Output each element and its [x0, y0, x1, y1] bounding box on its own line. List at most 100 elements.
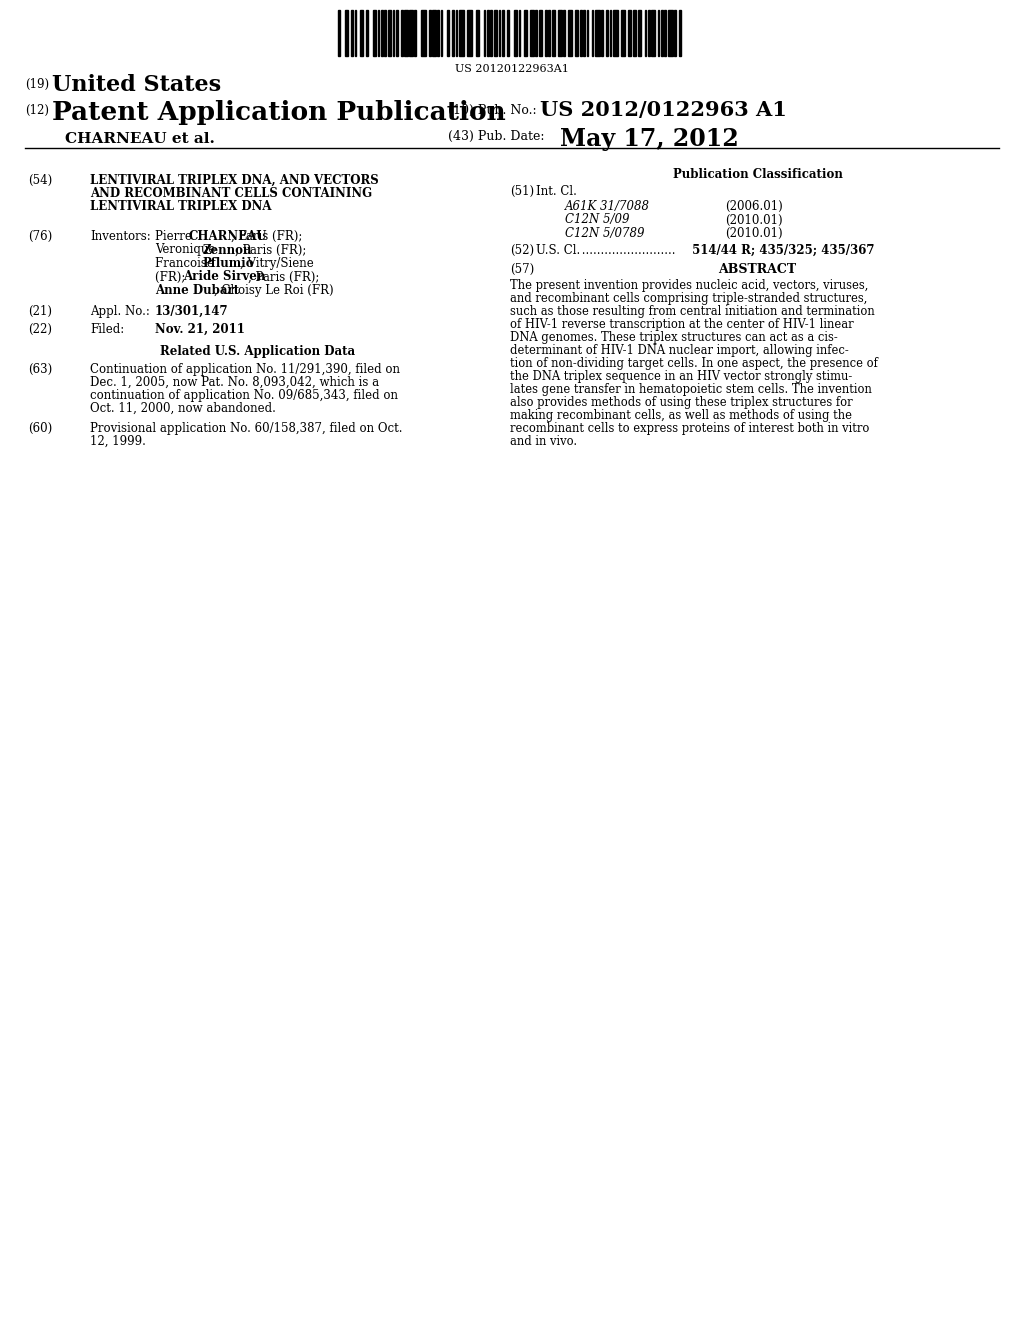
Bar [475, 11, 479, 55]
Text: Pierre: Pierre [155, 230, 196, 243]
Text: (22): (22) [28, 323, 52, 337]
Bar [539, 11, 542, 55]
Text: (52): (52) [510, 244, 535, 257]
Text: 514/44 R; 435/325; 435/367: 514/44 R; 435/325; 435/367 [688, 244, 874, 257]
Text: Anne Dubart: Anne Dubart [155, 284, 240, 297]
Bar [568, 11, 571, 55]
Bar [668, 11, 673, 55]
Text: lates gene transfer in hematopoietic stem cells. The invention: lates gene transfer in hematopoietic ste… [510, 383, 871, 396]
Text: (2010.01): (2010.01) [725, 214, 782, 227]
Bar [396, 11, 397, 55]
Bar [494, 11, 497, 55]
Text: , Paris (FR);: , Paris (FR); [231, 230, 303, 243]
Bar [628, 11, 632, 55]
Text: LENTIVIRAL TRIPLEX DNA, AND VECTORS: LENTIVIRAL TRIPLEX DNA, AND VECTORS [90, 174, 379, 187]
Bar [440, 11, 442, 55]
Text: U.S. Cl.: U.S. Cl. [536, 244, 581, 257]
Bar [665, 11, 667, 55]
Text: (12): (12) [25, 104, 49, 117]
Text: Veronique: Veronique [155, 243, 219, 256]
Text: DNA genomes. These triplex structures can act as a cis-: DNA genomes. These triplex structures ca… [510, 331, 838, 345]
Bar [523, 11, 527, 55]
Bar [584, 11, 585, 55]
Bar [644, 11, 646, 55]
Text: CHARNEAU et al.: CHARNEAU et al. [65, 132, 215, 147]
Text: (63): (63) [28, 363, 52, 376]
Text: Provisional application No. 60/158,387, filed on Oct.: Provisional application No. 60/158,387, … [90, 422, 402, 436]
Text: (54): (54) [28, 174, 52, 187]
Bar [580, 11, 582, 55]
Bar [530, 11, 534, 55]
Bar [447, 11, 450, 55]
Bar [657, 11, 659, 55]
Text: Zennou: Zennou [203, 243, 252, 256]
Text: C12N 5/0789: C12N 5/0789 [565, 227, 644, 240]
Bar [381, 11, 383, 55]
Text: (60): (60) [28, 422, 52, 436]
Bar [432, 11, 436, 55]
Text: , Paris (FR);: , Paris (FR); [234, 243, 306, 256]
Text: (10) Pub. No.:: (10) Pub. No.: [449, 104, 537, 117]
Text: Dec. 1, 2005, now Pat. No. 8,093,042, which is a: Dec. 1, 2005, now Pat. No. 8,093,042, wh… [90, 376, 379, 389]
Text: US 2012/0122963 A1: US 2012/0122963 A1 [540, 100, 786, 120]
Bar [587, 11, 588, 55]
Bar [609, 11, 611, 55]
Text: Oct. 11, 2000, now abandoned.: Oct. 11, 2000, now abandoned. [90, 403, 275, 414]
Text: Int. Cl.: Int. Cl. [536, 185, 577, 198]
Text: such as those resulting from central initiation and termination: such as those resulting from central ini… [510, 305, 874, 318]
Text: LENTIVIRAL TRIPLEX DNA: LENTIVIRAL TRIPLEX DNA [90, 201, 271, 213]
Bar [421, 11, 426, 55]
Text: the DNA triplex sequence in an HIV vector strongly stimu-: the DNA triplex sequence in an HIV vecto… [510, 370, 852, 383]
Text: Inventors:: Inventors: [90, 230, 151, 243]
Bar [467, 11, 472, 55]
Text: tion of non-dividing target cells. In one aspect, the presence of: tion of non-dividing target cells. In on… [510, 356, 878, 370]
Bar [622, 11, 625, 55]
Text: Publication Classification: Publication Classification [673, 168, 843, 181]
Bar [483, 11, 485, 55]
Text: Aride Sirven: Aride Sirven [183, 271, 266, 284]
Bar [487, 11, 488, 55]
Text: US 20120122963A1: US 20120122963A1 [455, 63, 569, 74]
Bar [552, 11, 555, 55]
Text: recombinant cells to express proteins of interest both in vitro: recombinant cells to express proteins of… [510, 422, 869, 436]
Bar [388, 11, 391, 55]
Text: (21): (21) [28, 305, 52, 318]
Bar [558, 11, 562, 55]
Text: (2006.01): (2006.01) [725, 201, 782, 213]
Text: (51): (51) [510, 185, 535, 198]
Bar [392, 11, 394, 55]
Text: and recombinant cells comprising triple-stranded structures,: and recombinant cells comprising triple-… [510, 292, 867, 305]
Bar [549, 11, 550, 55]
Bar [574, 11, 579, 55]
Text: Continuation of application No. 11/291,390, filed on: Continuation of application No. 11/291,3… [90, 363, 400, 376]
Text: and in vivo.: and in vivo. [510, 436, 578, 447]
Bar [338, 11, 340, 55]
Text: determinant of HIV-1 DNA nuclear import, allowing infec-: determinant of HIV-1 DNA nuclear import,… [510, 345, 849, 356]
Text: CHARNEAU: CHARNEAU [188, 230, 266, 243]
Bar [651, 11, 654, 55]
Bar [592, 11, 593, 55]
Text: Nov. 21, 2011: Nov. 21, 2011 [155, 323, 245, 337]
Text: Pflumio: Pflumio [203, 257, 254, 271]
Text: (57): (57) [510, 263, 535, 276]
Bar [545, 11, 547, 55]
Text: of HIV-1 reverse transcription at the center of HIV-1 linear: of HIV-1 reverse transcription at the ce… [510, 318, 854, 331]
Text: The present invention provides nucleic acid, vectors, viruses,: The present invention provides nucleic a… [510, 279, 868, 292]
Text: May 17, 2012: May 17, 2012 [560, 127, 738, 150]
Bar [367, 11, 368, 55]
Text: , Choisy Le Roi (FR): , Choisy Le Roi (FR) [214, 284, 334, 297]
Text: Francoise: Francoise [155, 257, 218, 271]
Bar [401, 11, 402, 55]
Text: making recombinant cells, as well as methods of using the: making recombinant cells, as well as met… [510, 409, 852, 422]
Bar [384, 11, 386, 55]
Bar [675, 11, 676, 55]
Bar [563, 11, 565, 55]
Bar [345, 11, 348, 55]
Text: Filed:: Filed: [90, 323, 124, 337]
Bar [354, 11, 356, 55]
Bar [453, 11, 454, 55]
Text: A61K 31/7088: A61K 31/7088 [565, 201, 650, 213]
Text: Appl. No.:: Appl. No.: [90, 305, 150, 318]
Bar [415, 11, 416, 55]
Text: 13/301,147: 13/301,147 [155, 305, 228, 318]
